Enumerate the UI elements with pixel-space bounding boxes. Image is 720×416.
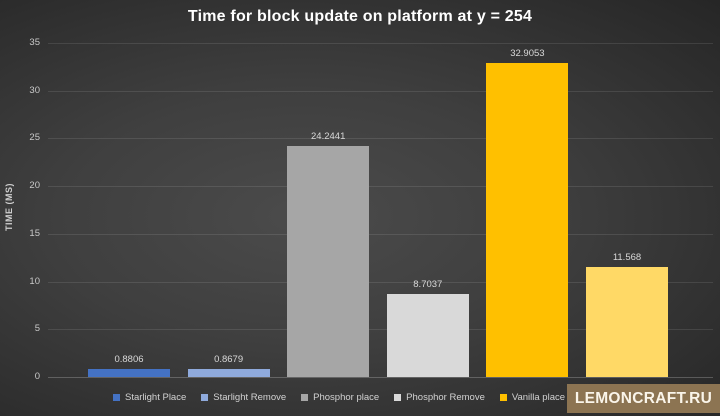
- y-tick-15: 15: [29, 227, 40, 239]
- bar-value-label: 32.9053: [510, 47, 545, 59]
- y-tick-30: 30: [29, 84, 40, 96]
- y-tick-35: 35: [29, 37, 40, 48]
- legend-item-starlight-remove: Starlight Remove: [201, 392, 286, 403]
- y-tick-10: 10: [29, 275, 40, 287]
- legend-label: Vanilla place: [511, 391, 566, 403]
- legend: Starlight Place Starlight Remove Phosphor …: [113, 389, 592, 405]
- legend-label: Phosphor place: [313, 391, 380, 403]
- gridline-15: [48, 233, 713, 235]
- y-tick-0: 0: [34, 371, 40, 382]
- bar-value-label: 8.7037: [413, 278, 443, 290]
- gridline-35: [48, 43, 713, 44]
- gridline-25: [48, 138, 713, 140]
- gridline-20: [48, 186, 713, 188]
- gridline-5: [48, 329, 713, 331]
- bar-value-label: 11.568: [612, 251, 642, 263]
- legend-label: Starlight Remove: [213, 391, 287, 403]
- y-axis-label: TIME (MS): [4, 183, 14, 231]
- gridline-10: [48, 281, 713, 283]
- legend-swatch-icon: [394, 393, 402, 401]
- bar-vanilla-place: [486, 62, 569, 377]
- bar-series-6: [586, 266, 668, 377]
- legend-swatch-icon: [113, 393, 120, 401]
- legend-label: Phosphor Remove: [406, 391, 485, 403]
- bar-value-label: 0.8679: [214, 353, 244, 365]
- legend-item-vanilla-place: Vanilla place: [499, 391, 566, 403]
- bar-value-label: 24.2441: [311, 130, 346, 142]
- legend-item-phosphor-remove: Phosphor Remove: [394, 392, 485, 403]
- gridline-0: [48, 377, 713, 378]
- bar-starlight-remove: [187, 368, 270, 377]
- gridline-30: [48, 90, 713, 92]
- bar-phosphor-remove: [386, 293, 469, 377]
- y-tick-25: 25: [29, 132, 40, 144]
- y-tick-20: 20: [29, 180, 40, 192]
- legend-swatch-icon: [499, 393, 507, 401]
- legend-swatch-icon: [201, 393, 209, 401]
- watermark: LEMONCRAFT.RU: [567, 384, 720, 413]
- bar-starlight-place: [88, 368, 170, 377]
- bar-value-label: 0.8806: [114, 353, 144, 365]
- bar-phosphor-place: [287, 145, 370, 377]
- legend-item-phosphor-place: Phosphor place: [301, 392, 379, 403]
- chart-title: Time for block update on platform at y =…: [187, 8, 533, 25]
- legend-label: Starlight Place: [125, 391, 187, 403]
- legend-item-starlight-place: Starlight Place: [113, 392, 186, 403]
- y-tick-5: 5: [34, 323, 40, 335]
- legend-swatch-icon: [301, 393, 309, 401]
